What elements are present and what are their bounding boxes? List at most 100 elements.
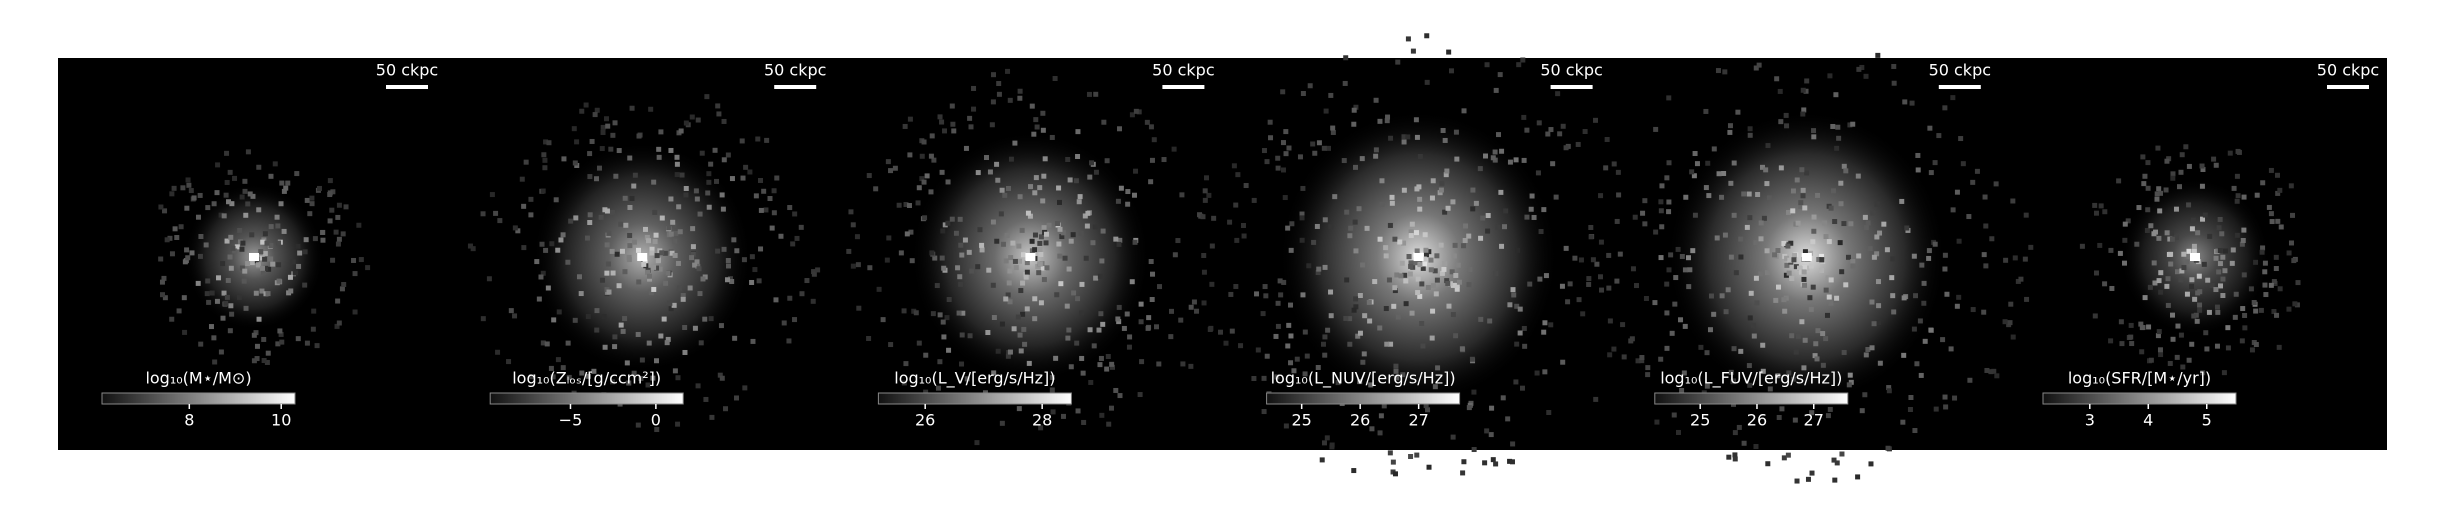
- pixel: [1015, 314, 1021, 320]
- pixel: [285, 180, 291, 186]
- pixel: [1227, 219, 1233, 225]
- pixel: [974, 440, 980, 446]
- pixel: [1513, 157, 1519, 163]
- pixel: [1052, 76, 1058, 82]
- pixel: [1446, 49, 1452, 55]
- pixel: [2216, 269, 2222, 275]
- pixel: [919, 176, 925, 182]
- pixel: [1330, 125, 1336, 131]
- pixel: [915, 200, 921, 206]
- pixel: [330, 189, 336, 195]
- pixel: [2197, 302, 2203, 308]
- pixel: [1738, 254, 1744, 260]
- pixel: [1007, 299, 1013, 305]
- pixel: [2170, 175, 2176, 181]
- pixel: [227, 169, 233, 175]
- pixel: [2093, 270, 2099, 276]
- pixel: [949, 216, 955, 222]
- pixel: [1194, 308, 1200, 314]
- colorbar-tick-label: 25: [1292, 411, 1312, 430]
- pixel: [757, 177, 763, 183]
- pixel: [932, 255, 938, 261]
- pixel: [311, 308, 317, 314]
- pixel: [1353, 164, 1359, 170]
- pixel: [538, 274, 544, 280]
- pixel: [184, 247, 190, 253]
- pixel: [2175, 323, 2181, 329]
- pixel: [1364, 225, 1370, 231]
- pixel: [1085, 210, 1091, 216]
- pixel: [594, 308, 600, 314]
- pixel: [2154, 196, 2160, 202]
- pixel: [1630, 266, 1636, 272]
- pixel: [1811, 134, 1817, 140]
- pixel: [1056, 185, 1062, 191]
- pixel: [224, 179, 230, 185]
- pixel: [356, 222, 362, 228]
- pixel: [1499, 148, 1505, 154]
- pixel: [995, 348, 1001, 354]
- pixel: [956, 310, 962, 316]
- pixel: [1884, 247, 1890, 253]
- pixel: [2024, 296, 2030, 302]
- pixel: [1519, 385, 1525, 391]
- pixel: [2012, 255, 2018, 261]
- pixel: [336, 202, 342, 208]
- pixel: [626, 380, 632, 386]
- scale-bar: [774, 85, 817, 89]
- pixel: [1783, 272, 1789, 278]
- pixel: [1041, 225, 1047, 231]
- pixel: [1361, 351, 1367, 357]
- pixel: [1433, 291, 1439, 297]
- pixel: [1398, 273, 1404, 279]
- pixel: [292, 270, 298, 276]
- pixel: [1405, 134, 1411, 140]
- pixel: [1599, 287, 1605, 293]
- pixel: [697, 291, 703, 297]
- pixel: [1288, 333, 1294, 339]
- pixel: [2248, 286, 2254, 292]
- pixel: [1989, 236, 1995, 242]
- pixel: [636, 133, 642, 139]
- pixel: [1144, 119, 1150, 125]
- pixel: [295, 336, 301, 342]
- pixel: [278, 201, 284, 207]
- pixel: [2271, 309, 2277, 315]
- pixel: [605, 123, 611, 129]
- pixel: [2177, 184, 2182, 190]
- pixel: [1542, 369, 1548, 375]
- pixel: [227, 328, 233, 334]
- colorbar-tick-label: 27: [1804, 411, 1824, 430]
- pixel: [1536, 120, 1542, 126]
- pixel: [215, 162, 221, 168]
- pixel: [1855, 173, 1861, 179]
- pixel: [1870, 210, 1876, 216]
- pixel: [239, 265, 245, 271]
- pixel: [1850, 258, 1856, 264]
- pixel: [928, 189, 934, 195]
- pixel: [934, 283, 940, 289]
- pixel: [1294, 356, 1300, 362]
- pixel: [1137, 392, 1143, 398]
- pixel: [1087, 174, 1093, 180]
- pixel: [1046, 222, 1052, 228]
- pixel: [1493, 87, 1499, 93]
- pixel: [1129, 279, 1135, 285]
- pixel: [1891, 63, 1897, 69]
- pixel: [275, 223, 281, 229]
- pixel: [1984, 367, 1990, 373]
- pixel: [606, 230, 612, 236]
- pixel: [1401, 187, 1407, 193]
- pixel: [2195, 290, 2201, 296]
- pixel: [1347, 233, 1353, 239]
- pixel: [529, 374, 535, 380]
- pixel: [1891, 309, 1897, 315]
- pixel: [1229, 328, 1235, 334]
- pixel: [2003, 257, 2009, 263]
- pixel: [2181, 251, 2187, 257]
- pixel: [1421, 256, 1427, 262]
- pixel: [1834, 295, 1840, 301]
- pixel: [1683, 194, 1689, 200]
- pixel: [753, 193, 759, 199]
